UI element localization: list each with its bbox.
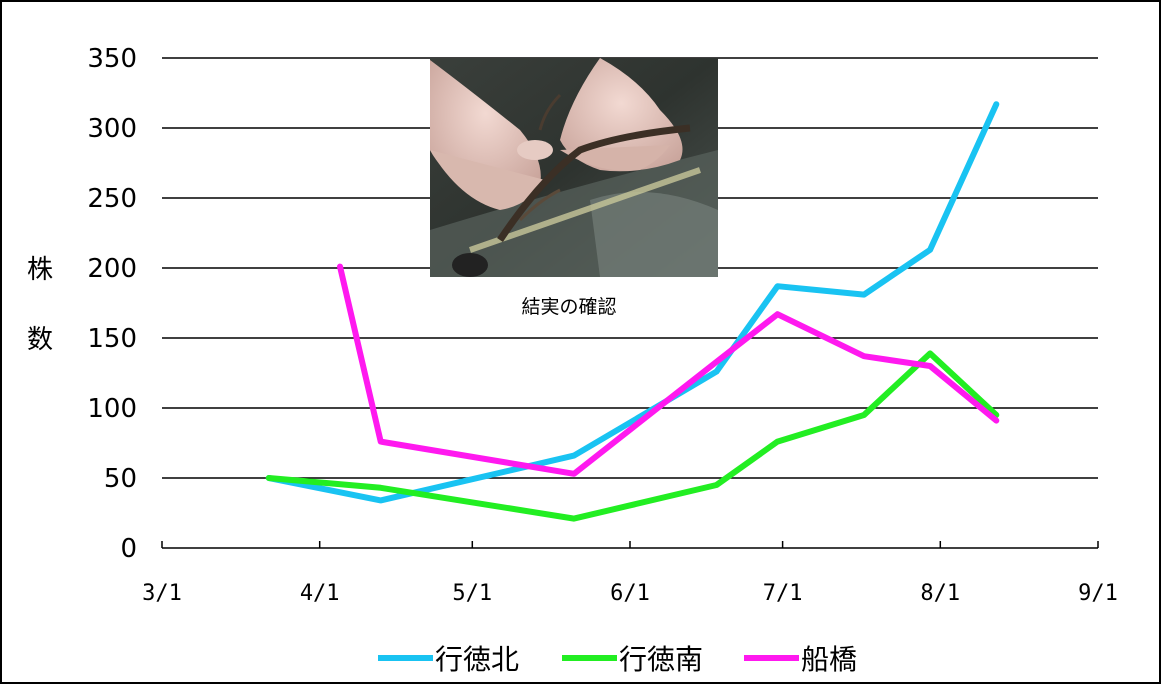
x-tick-label: 8/1 (920, 581, 960, 606)
x-tick-label: 3/1 (142, 581, 182, 606)
legend: 行徳北 行徳南 船橋 (378, 643, 857, 676)
legend-label: 行徳南 (619, 643, 703, 676)
y-axis-label-char: 株 (27, 255, 53, 285)
legend-label: 船橋 (801, 643, 857, 676)
y-axis-label: 株数 (27, 255, 53, 355)
x-tick-label: 7/1 (763, 581, 803, 606)
y-tick-label: 250 (87, 184, 137, 214)
series-lines (265, 101, 1000, 522)
y-tick-label: 50 (104, 464, 137, 494)
fruit-confirmation-photo (430, 58, 718, 277)
y-tick-label: 300 (87, 114, 137, 144)
x-tick-label: 6/1 (610, 581, 650, 606)
y-tick-label: 350 (87, 44, 137, 74)
series-line-3 (337, 263, 1000, 477)
y-tick-label: 200 (87, 254, 137, 284)
y-tick-label: 150 (87, 324, 137, 354)
y-tick-label: 0 (120, 534, 137, 564)
x-tick-label: 5/1 (452, 581, 492, 606)
x-tick-label: 9/1 (1078, 581, 1118, 606)
legend-label: 行徳北 (435, 643, 519, 676)
y-axis-label-char: 数 (27, 325, 53, 355)
photo-caption: 結実の確認 (521, 296, 616, 318)
x-tick-label: 4/1 (300, 581, 340, 606)
y-tick-label: 100 (87, 394, 137, 424)
axes: 0 50 100 150 200 250 300 350 3/1 4/1 5/1 6/1 7/1 8/1 9… (87, 44, 1118, 606)
